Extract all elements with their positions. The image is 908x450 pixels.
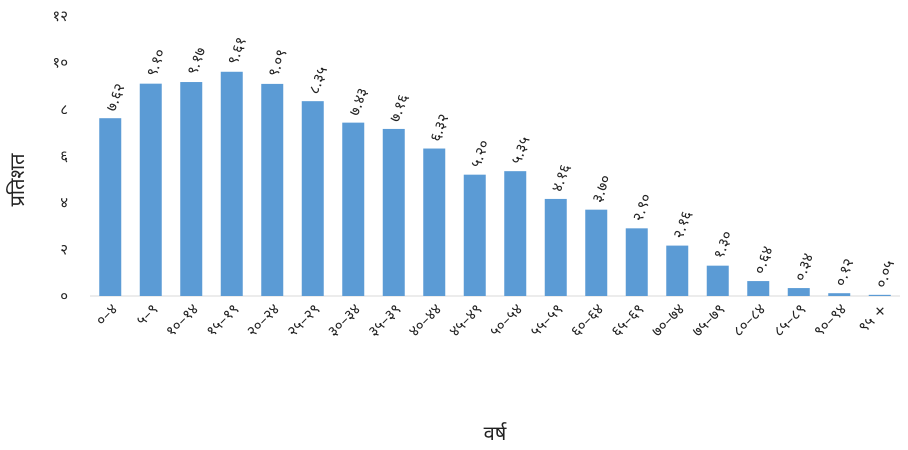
bar xyxy=(706,265,729,296)
y-tick-label: ४ xyxy=(60,194,68,212)
data-label: २.९० xyxy=(629,191,656,224)
x-tick-label: ०–४ xyxy=(92,300,121,329)
data-label: ०.६४ xyxy=(750,244,777,277)
bar xyxy=(301,101,324,297)
data-label: ८.३५ xyxy=(305,64,332,97)
x-tick-label: ५५–५९ xyxy=(526,300,566,340)
data-label: ०.०५ xyxy=(872,257,899,290)
data-label: ९.०९ xyxy=(264,47,291,80)
bars xyxy=(99,71,891,297)
data-label: २.१६ xyxy=(669,208,696,241)
data-label: ५.२० xyxy=(467,137,494,170)
x-tick-label: ८५–८९ xyxy=(769,300,809,340)
y-tick-label: १० xyxy=(52,54,68,72)
y-tick-label: २ xyxy=(60,240,68,258)
bar xyxy=(828,293,851,296)
bar xyxy=(585,209,608,296)
data-label: ७.१६ xyxy=(386,91,413,124)
x-tick-label: ७०–७४ xyxy=(648,300,688,340)
y-tick-label: ० xyxy=(60,287,68,305)
x-axis-title: वर्ष xyxy=(484,421,508,445)
x-tick-label: १५–१९ xyxy=(202,300,242,340)
data-label: ९.१० xyxy=(143,46,170,79)
data-label: ०.१२ xyxy=(831,256,858,289)
x-tick-label: ७५–७९ xyxy=(688,300,728,340)
x-tick-label: ४५–४९ xyxy=(445,300,485,340)
y-axis-title: प्रतिशत xyxy=(5,153,29,207)
x-tick-label: ९०–९४ xyxy=(810,300,850,340)
bar xyxy=(261,83,284,297)
x-tick-label: ६५–६९ xyxy=(607,300,647,340)
y-tick-label: १२ xyxy=(52,7,68,25)
bar xyxy=(463,174,486,296)
bar xyxy=(544,198,567,296)
y-axis-ticks: ० २ ४ ६ ८ १० १२ xyxy=(52,7,68,305)
bar xyxy=(342,122,365,296)
data-label: ९.६१ xyxy=(224,35,251,68)
bar xyxy=(180,82,203,297)
bar xyxy=(99,118,122,296)
x-tick-label: ३५–३९ xyxy=(364,300,404,340)
data-label: ७.४३ xyxy=(345,85,372,118)
x-tick-label: १०–१४ xyxy=(162,300,202,340)
bar xyxy=(504,171,527,296)
x-tick-label: ८०–८४ xyxy=(729,300,769,340)
bar xyxy=(666,245,689,296)
data-label: ५.३५ xyxy=(507,134,534,167)
x-tick-label: ६०–६४ xyxy=(567,300,607,340)
x-tick-label: ९५ + xyxy=(855,300,891,336)
bar xyxy=(625,228,648,296)
x-tick-label: ३०–३४ xyxy=(324,300,364,340)
x-tick-label: ४०–४४ xyxy=(405,300,445,340)
bar xyxy=(220,71,243,297)
y-tick-label: ८ xyxy=(60,100,68,118)
data-label: ६.३२ xyxy=(426,111,453,144)
x-tick-label: ५–९ xyxy=(133,300,162,329)
data-label: १.३० xyxy=(710,228,737,261)
bar xyxy=(747,281,770,296)
x-tick-label: २५–२९ xyxy=(283,300,323,340)
data-label: ९.१७ xyxy=(183,45,210,78)
x-tick-label: ५०–५४ xyxy=(486,300,526,340)
data-label: ३.७० xyxy=(588,172,615,205)
bar xyxy=(868,294,891,296)
data-label: ४.१६ xyxy=(548,161,575,194)
x-axis-ticks: ०–४ ५–९ १०–१४ १५–१९ २०–२४ २५–२९ ३०–३४ ३५–३९ ४०–४… xyxy=(92,300,891,340)
data-label: ७.६२ xyxy=(102,81,129,114)
y-tick-label: ६ xyxy=(60,147,68,165)
bar xyxy=(139,83,162,297)
bar xyxy=(787,288,810,296)
bar xyxy=(382,128,405,296)
x-tick-label: २०–२४ xyxy=(243,300,283,340)
bar xyxy=(423,148,446,296)
data-label: ०.३४ xyxy=(791,251,818,284)
